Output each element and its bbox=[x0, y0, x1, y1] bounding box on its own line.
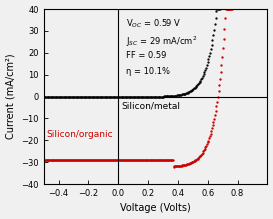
Text: η = 10.1%: η = 10.1% bbox=[126, 67, 170, 76]
Text: FF = 0.59: FF = 0.59 bbox=[126, 51, 166, 60]
Y-axis label: Current (mA/cm²): Current (mA/cm²) bbox=[5, 54, 16, 139]
X-axis label: Voltage (Volts): Voltage (Volts) bbox=[120, 203, 191, 214]
Text: Silicon/metal: Silicon/metal bbox=[121, 102, 180, 111]
Text: J$_{SC}$ = 29 mA/cm$^2$: J$_{SC}$ = 29 mA/cm$^2$ bbox=[126, 34, 197, 49]
Text: V$_{OC}$ = 0.59 V: V$_{OC}$ = 0.59 V bbox=[126, 18, 181, 30]
Text: Silicon/organic: Silicon/organic bbox=[47, 130, 113, 139]
